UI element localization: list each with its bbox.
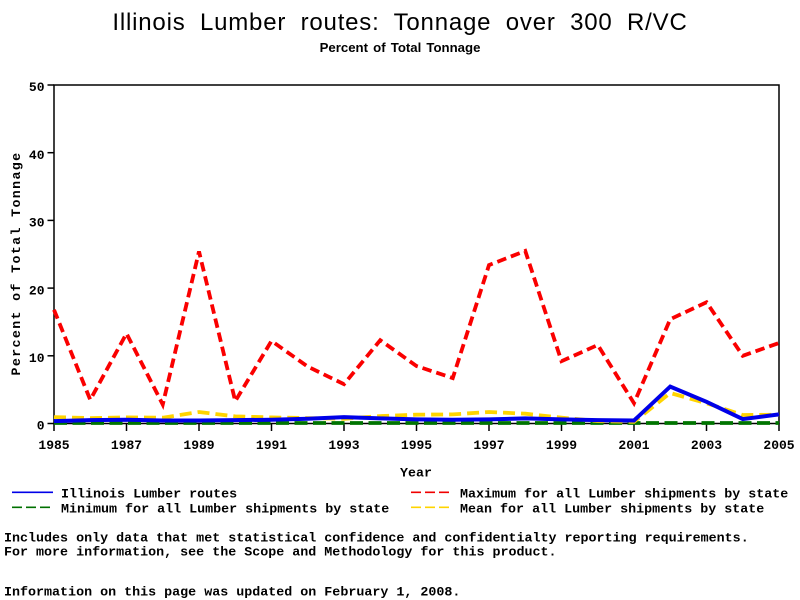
svg-text:1999: 1999: [546, 438, 577, 453]
svg-text:1993: 1993: [328, 438, 359, 453]
svg-text:Mean for all Lumber shipments: Mean for all Lumber shipments by state: [460, 503, 764, 518]
svg-text:Illinois Lumber routes: Illinois Lumber routes: [61, 488, 237, 503]
svg-text:2001: 2001: [618, 438, 649, 453]
svg-text:1985: 1985: [38, 438, 69, 453]
svg-text:2005: 2005: [763, 438, 794, 453]
svg-text:Minimum for all Lumber shipmen: Minimum for all Lumber shipments by stat…: [61, 503, 389, 518]
svg-text:Includes only data that met st: Includes only data that met statistical …: [4, 532, 749, 547]
svg-text:Illinois Lumber routes: Tonnag: Illinois Lumber routes: Tonnage over 300…: [112, 9, 687, 36]
svg-text:1989: 1989: [183, 438, 214, 453]
svg-text:Information on this page was u: Information on this page was updated on …: [4, 586, 460, 600]
svg-text:20: 20: [29, 283, 45, 298]
svg-text:1997: 1997: [473, 438, 504, 453]
svg-text:50: 50: [29, 80, 45, 95]
svg-text:10: 10: [29, 351, 45, 366]
svg-text:30: 30: [29, 216, 45, 231]
svg-text:0: 0: [37, 419, 45, 434]
svg-text:Percent of Total Tonnage: Percent of Total Tonnage: [320, 40, 481, 55]
svg-text:Maximum for all Lumber shipmen: Maximum for all Lumber shipments by stat…: [460, 488, 788, 503]
svg-text:Year: Year: [400, 466, 432, 481]
svg-text:1987: 1987: [111, 438, 142, 453]
svg-text:For more information, see the: For more information, see the Scope and …: [4, 546, 557, 561]
svg-text:Percent of Total Tonnage: Percent of Total Tonnage: [9, 152, 24, 376]
svg-text:40: 40: [29, 148, 45, 163]
svg-text:1995: 1995: [401, 438, 432, 453]
svg-text:2003: 2003: [691, 438, 722, 453]
svg-text:1991: 1991: [256, 438, 287, 453]
